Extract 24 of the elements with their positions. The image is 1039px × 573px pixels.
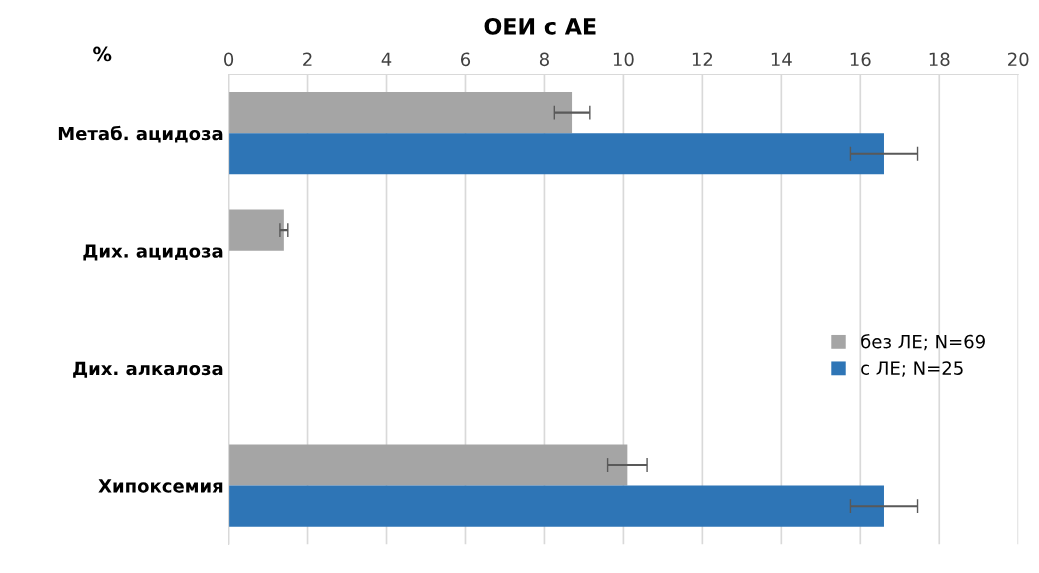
- y-axis-title: %: [93, 46, 112, 62]
- y-tick-label: Метаб. ацидоза: [58, 125, 223, 143]
- bar: [228, 485, 884, 527]
- x-tick-label: 6: [460, 52, 471, 67]
- bar: [228, 209, 284, 251]
- legend-label: с ЛЕ; N=25: [861, 361, 963, 377]
- x-tick-label: 14: [771, 52, 792, 66]
- x-tick-label: 18: [929, 52, 950, 67]
- x-tick-label: 4: [381, 52, 392, 66]
- y-tick-label: Дих. алкалоза: [73, 361, 223, 378]
- bar: [228, 444, 628, 486]
- x-tick-label: 2: [303, 52, 312, 66]
- x-tick-label: 12: [692, 52, 713, 66]
- x-tick-label: 10: [613, 52, 634, 67]
- bar: [228, 92, 573, 134]
- legend-label: без ЛЕ; N=69: [861, 334, 985, 351]
- x-tick-label: 0: [224, 52, 234, 67]
- x-tick-label: 20: [1008, 52, 1029, 67]
- chart-title: ОЕИ с АЕ: [484, 17, 596, 35]
- bar: [228, 133, 884, 175]
- y-tick-label: Хипоксемия: [98, 479, 223, 493]
- x-tick-label: 8: [539, 52, 549, 67]
- y-tick-label: Дих. ацидоза: [83, 244, 223, 261]
- x-tick-label: 16: [850, 52, 871, 67]
